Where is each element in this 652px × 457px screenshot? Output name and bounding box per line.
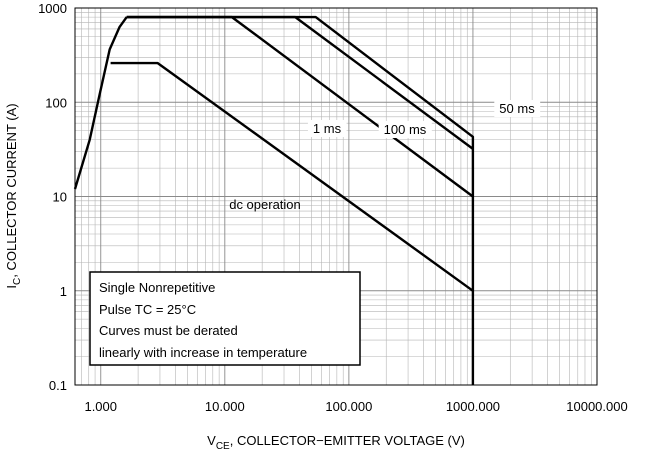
- y-label-main: I: [4, 285, 19, 289]
- y-tick-label: 10: [53, 190, 67, 205]
- x-tick-label: 10.000: [205, 399, 245, 414]
- label-background: [494, 100, 541, 117]
- y-tick-label: 0.1: [49, 378, 67, 393]
- x-axis-label: VCE, COLLECTOR−EMITTER VOLTAGE (V): [207, 433, 465, 452]
- series-label: 100 ms: [384, 122, 427, 137]
- y-label-rest: , COLLECTOR CURRENT (A): [4, 103, 19, 277]
- curve: [73, 16, 128, 190]
- x-tick-label: 1000.000: [446, 399, 500, 414]
- grid: [75, 7, 598, 386]
- curve: [110, 61, 474, 292]
- y-axis-label: IC, COLLECTOR CURRENT (A): [4, 103, 23, 288]
- series-label: 1 ms: [313, 121, 342, 136]
- note: Curves must be derated: [99, 323, 238, 338]
- y-tick-label: 1000: [38, 1, 67, 16]
- x-label-sub: CE: [216, 441, 230, 452]
- label-background: [378, 121, 432, 138]
- x-label-main: V: [207, 433, 216, 448]
- curve: [126, 15, 475, 385]
- plot-frame: [74, 7, 598, 386]
- x-tick-label: 10000.000: [566, 399, 627, 414]
- x-label-rest: , COLLECTOR−EMITTER VOLTAGE (V): [230, 433, 465, 448]
- y-tick-label: 100: [45, 95, 67, 110]
- note: Single Nonrepetitive: [99, 280, 215, 295]
- x-tick-label: 1.000: [84, 399, 117, 414]
- x-tick-label: 100.000: [325, 399, 372, 414]
- series-label: dc operation: [229, 197, 301, 212]
- note: Pulse TC = 25°C: [99, 302, 196, 317]
- y-label-sub: C: [12, 278, 23, 285]
- note-box: [89, 271, 361, 366]
- series-label: 50 ms: [499, 101, 535, 116]
- note: linearly with increase in temperature: [99, 345, 307, 360]
- label-background: [307, 120, 347, 137]
- y-tick-label: 1: [60, 284, 67, 299]
